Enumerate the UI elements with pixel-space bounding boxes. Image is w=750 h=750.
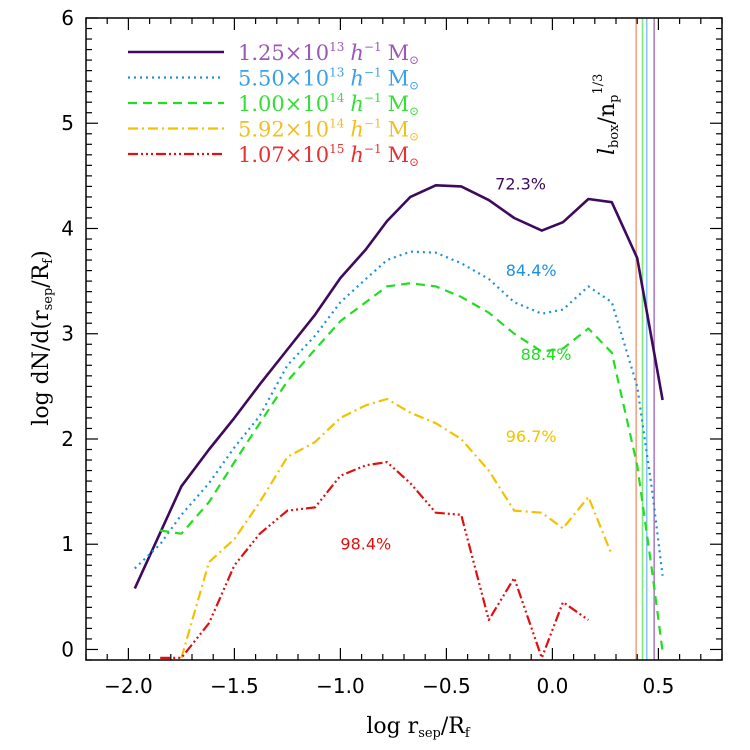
x-axis-title: log rsep/Rf [366,714,471,741]
series-line-1 [133,184,664,589]
legend-entry-3: 1.00×1014 h−1 M⊙ [128,91,419,118]
x-tick-label: −0.5 [422,674,471,698]
legend-entry-5: 1.07×1015 h−1 M⊙ [128,142,419,169]
series-percent-label-2: 84.4% [506,261,557,280]
series-line-4 [180,397,613,659]
axes-layer: −2.0 −1.5 −1.0 −0.5 0.0 0.5 0 1 2 3 4 5 6 [61,6,723,698]
y-tick-label: 2 [61,427,74,451]
legend-label: 1.00×1014 h−1 M⊙ [238,91,419,118]
legend-entry-4: 5.92×1014 h−1 M⊙ [128,117,419,144]
x-tick-label: −1.0 [316,674,365,698]
x-axis-title-sub: sep [418,726,441,741]
x-axis-title-main: log r [366,714,418,739]
x-axis-title-sub2: f [465,726,471,741]
y-axis-title-sub2: f [41,258,56,264]
y-tick-label: 6 [61,6,74,30]
series-percent-label-3: 88.4% [521,345,572,364]
legend: 1.25×1013 h−1 M⊙5.50×1013 h−1 M⊙1.00×1014 h−1… [128,40,419,169]
series-line-3 [160,282,664,652]
legend-label: 5.92×1014 h−1 M⊙ [238,117,419,144]
y-axis-title-sub: sep [41,288,56,311]
series-line-2 [134,250,664,576]
series-line-5 [160,461,590,659]
legend-label: 5.50×1013 h−1 M⊙ [238,66,419,93]
legend-entry-1: 1.25×1013 h−1 M⊙ [128,40,419,67]
x-axis-title-tail: /R [441,714,466,739]
legend-label: 1.25×1013 h−1 M⊙ [238,40,419,67]
y-axis-title-main: log dN/d(r [29,310,54,426]
y-tick-label: 0 [61,637,74,661]
y-axis-title: log dN/d(rsep/Rf) [29,250,56,425]
plot-layer: 72.3% 84.4% 88.4% 96.7% 98.4% [133,18,664,660]
y-tick-label: 4 [61,216,74,240]
box-length-label: lbox/np1/3 [591,74,622,155]
x-tick-label: −1.5 [210,674,259,698]
series-percent-label-5: 98.4% [340,534,391,553]
series-percent-label-1: 72.3% [495,175,546,194]
y-axis-title-tail: ) [29,250,54,259]
x-tick-label: 0.5 [642,674,674,698]
x-tick-label: 0.0 [536,674,568,698]
y-tick-label: 1 [61,532,74,556]
x-tick-label: −2.0 [104,674,153,698]
legend-entry-2: 5.50×1013 h−1 M⊙ [128,66,419,93]
y-axis-title-mid: /R [29,262,54,287]
series-percent-label-4: 96.7% [506,427,557,446]
y-tick-label: 5 [61,111,74,135]
y-tick-label: 3 [61,322,74,346]
legend-label: 1.07×1015 h−1 M⊙ [238,142,419,169]
